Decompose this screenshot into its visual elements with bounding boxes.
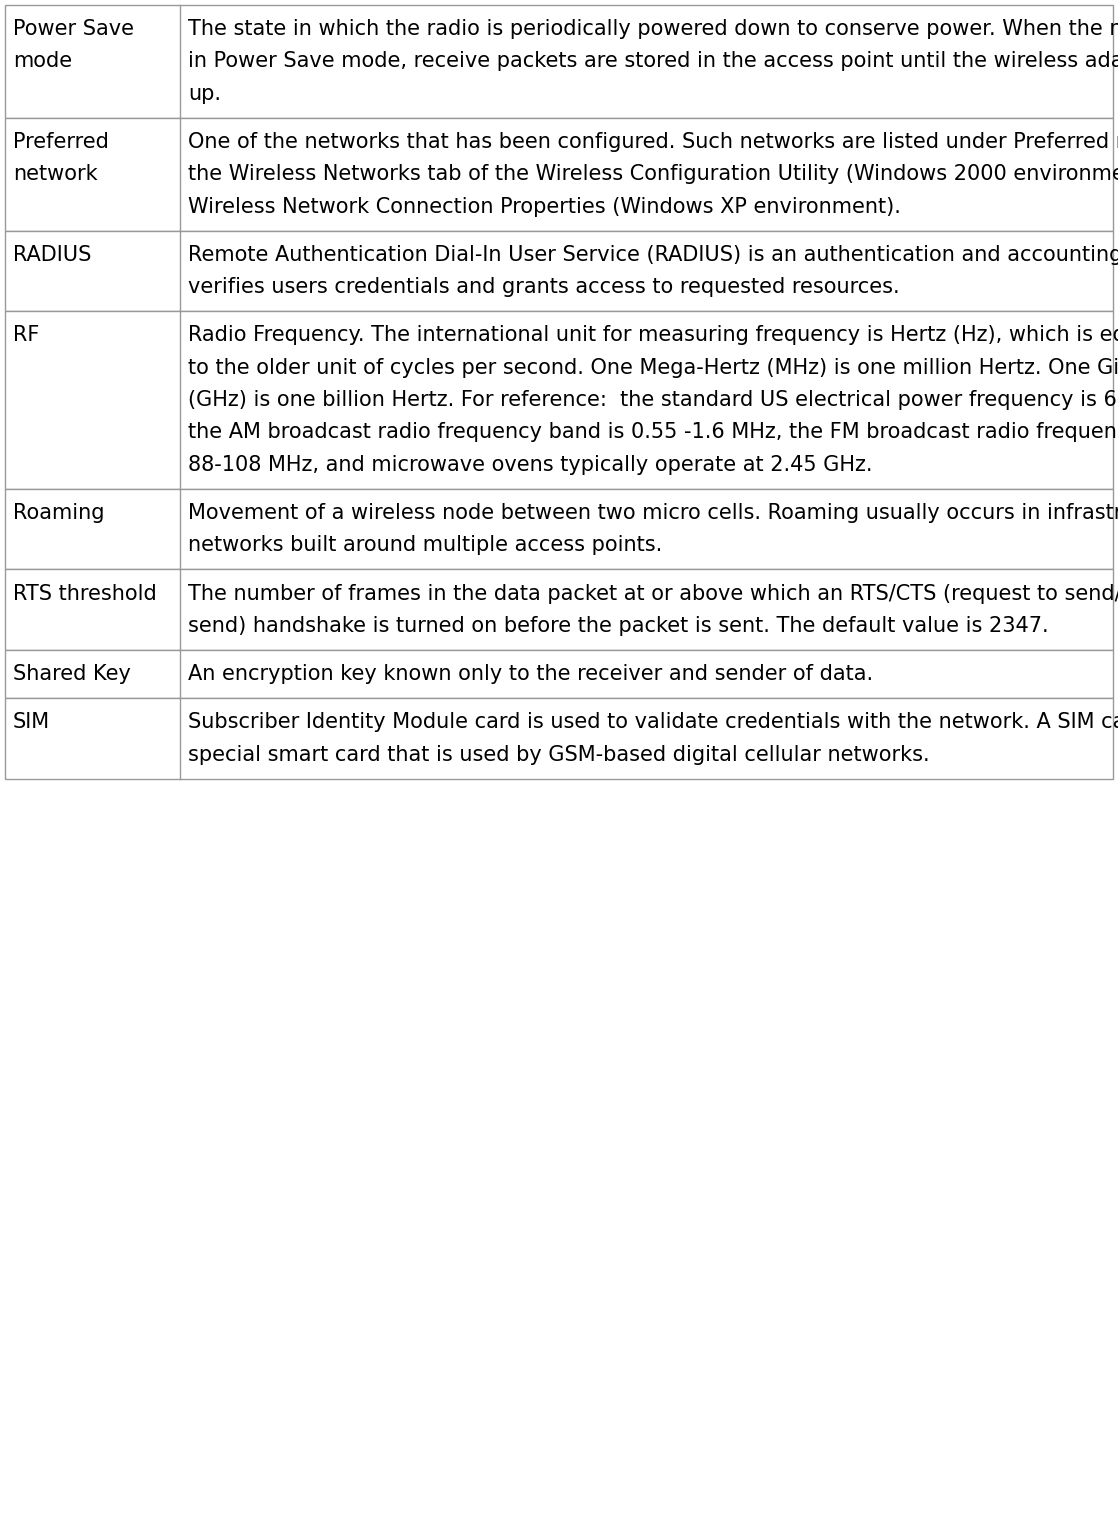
Text: The number of frames in the data packet at or above which an RTS/CTS (request to: The number of frames in the data packet … (188, 584, 1118, 604)
Text: verifies users credentials and grants access to requested resources.: verifies users credentials and grants ac… (188, 277, 900, 297)
Text: RF: RF (13, 325, 39, 345)
Text: mode: mode (13, 52, 73, 71)
Bar (4, 698, 1114, 779)
Text: Movement of a wireless node between two micro cells. Roaming usually occurs in i: Movement of a wireless node between two … (188, 503, 1118, 523)
Text: Radio Frequency. The international unit for measuring frequency is Hertz (Hz), w: Radio Frequency. The international unit … (188, 325, 1118, 345)
Text: the Wireless Networks tab of the Wireless Configuration Utility (Windows 2000 en: the Wireless Networks tab of the Wireles… (188, 164, 1118, 184)
Text: Remote Authentication Dial-In User Service (RADIUS) is an authentication and acc: Remote Authentication Dial-In User Servi… (188, 245, 1118, 265)
Bar (4, 231, 1114, 312)
Text: SIM: SIM (13, 712, 50, 733)
Text: RADIUS: RADIUS (13, 245, 92, 265)
Text: An encryption key known only to the receiver and sender of data.: An encryption key known only to the rece… (188, 665, 873, 684)
Text: send) handshake is turned on before the packet is sent. The default value is 234: send) handshake is turned on before the … (188, 616, 1049, 636)
Bar (4, 488, 1114, 569)
Text: The state in which the radio is periodically powered down to conserve power. Whe: The state in which the radio is periodic… (188, 20, 1118, 40)
Text: Shared Key: Shared Key (13, 665, 131, 684)
Bar (4, 312, 1114, 488)
Text: One of the networks that has been configured. Such networks are listed under Pre: One of the networks that has been config… (188, 132, 1118, 152)
Text: Wireless Network Connection Properties (Windows XP environment).: Wireless Network Connection Properties (… (188, 196, 901, 216)
Bar (4, 117, 1114, 231)
Bar (4, 5, 1114, 117)
Text: Preferred: Preferred (13, 132, 108, 152)
Text: 88-108 MHz, and microwave ovens typically operate at 2.45 GHz.: 88-108 MHz, and microwave ovens typicall… (188, 455, 872, 475)
Bar (4, 649, 1114, 698)
Text: up.: up. (188, 84, 221, 103)
Text: the AM broadcast radio frequency band is 0.55 -1.6 MHz, the FM broadcast radio f: the AM broadcast radio frequency band is… (188, 423, 1118, 443)
Bar (4, 569, 1114, 649)
Text: networks built around multiple access points.: networks built around multiple access po… (188, 535, 662, 555)
Text: Roaming: Roaming (13, 503, 104, 523)
Text: (GHz) is one billion Hertz. For reference:  the standard US electrical power fre: (GHz) is one billion Hertz. For referenc… (188, 389, 1118, 411)
Text: special smart card that is used by GSM-based digital cellular networks.: special smart card that is used by GSM-b… (188, 745, 930, 765)
Text: RTS threshold: RTS threshold (13, 584, 157, 604)
Text: in Power Save mode, receive packets are stored in the access point until the wir: in Power Save mode, receive packets are … (188, 52, 1118, 71)
Text: Power Save: Power Save (13, 20, 134, 40)
Text: to the older unit of cycles per second. One Mega-Hertz (MHz) is one million Hert: to the older unit of cycles per second. … (188, 357, 1118, 377)
Text: network: network (13, 164, 97, 184)
Text: Subscriber Identity Module card is used to validate credentials with the network: Subscriber Identity Module card is used … (188, 712, 1118, 733)
